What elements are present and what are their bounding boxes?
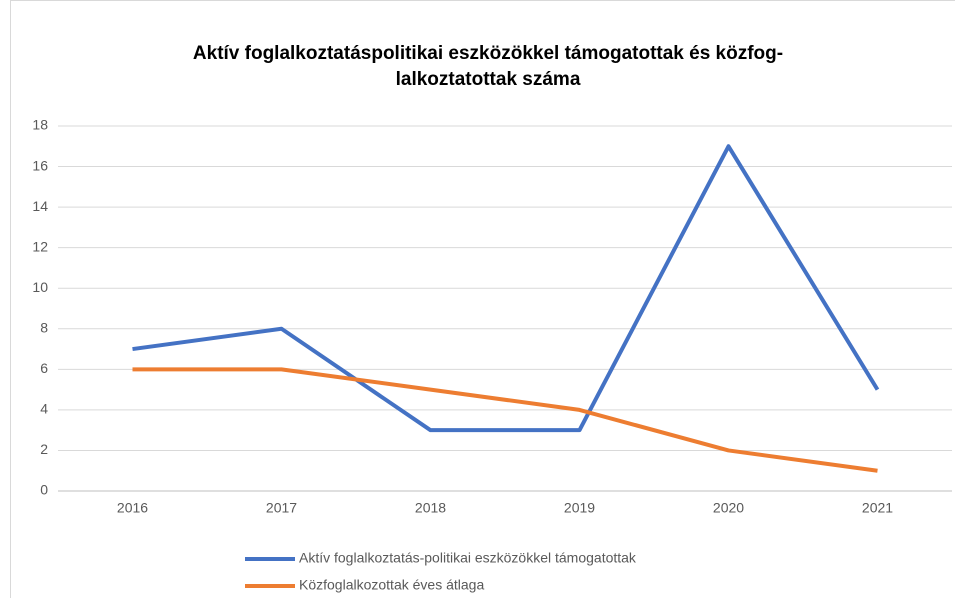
x-tick-label: 2019 <box>564 500 595 516</box>
y-tick-label: 18 <box>32 117 48 133</box>
chart-title: Aktív foglalkoztatáspolitikai eszközökke… <box>193 43 783 64</box>
y-tick-label: 8 <box>40 319 48 335</box>
x-tick-label: 2018 <box>415 500 446 516</box>
y-tick-label: 12 <box>32 238 48 254</box>
series-line <box>132 144 880 433</box>
y-tick-label: 4 <box>40 401 48 417</box>
y-tick-label: 16 <box>32 157 48 173</box>
y-tick-label: 14 <box>32 198 48 214</box>
legend-label: Aktív foglalkoztatás-politikai eszközökk… <box>299 550 637 566</box>
y-tick-label: 10 <box>32 279 48 295</box>
y-tick-label: 2 <box>40 441 48 457</box>
chart-frame <box>10 0 955 598</box>
legend-label: Közfoglalkozottak éves átlaga <box>299 577 484 593</box>
chart-title: lalkoztatottak száma <box>396 69 581 90</box>
x-tick-label: 2017 <box>266 500 297 516</box>
x-tick-label: 2020 <box>713 500 744 516</box>
series-line <box>132 367 878 473</box>
x-tick-label: 2021 <box>862 500 893 516</box>
y-tick-label: 0 <box>40 482 48 498</box>
x-tick-label: 2016 <box>117 500 148 516</box>
y-tick-label: 6 <box>40 360 48 376</box>
